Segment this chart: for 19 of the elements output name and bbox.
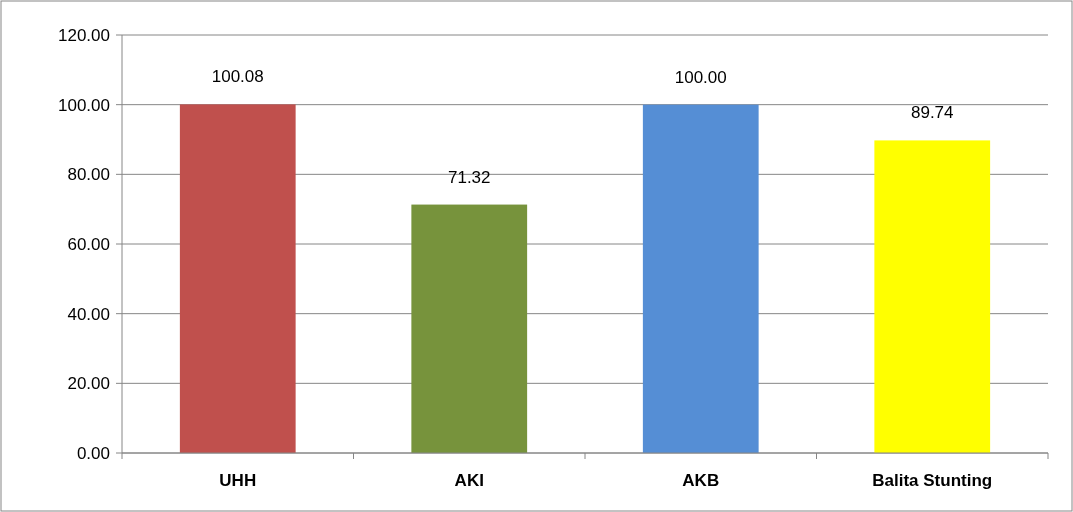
data-label: 100.00 bbox=[674, 67, 727, 87]
bar bbox=[411, 204, 528, 453]
x-tick-label: UHH bbox=[219, 471, 257, 490]
y-tick-label: 20.00 bbox=[67, 374, 110, 394]
data-label: 89.74 bbox=[910, 103, 954, 123]
data-label: 100.08 bbox=[211, 67, 264, 87]
y-tick-label: 80.00 bbox=[67, 165, 110, 185]
x-tick-label: Balita Stunting bbox=[872, 471, 993, 490]
y-tick-label: 100.00 bbox=[58, 95, 110, 115]
y-tick-label: 40.00 bbox=[67, 304, 110, 324]
x-tick-label: AKB bbox=[682, 471, 720, 490]
x-tick-label: AKI bbox=[454, 471, 484, 490]
y-tick-label: 60.00 bbox=[67, 234, 110, 254]
bar bbox=[874, 140, 991, 453]
bar bbox=[179, 104, 296, 453]
data-label: 71.32 bbox=[447, 167, 491, 187]
y-tick-label: 0.00 bbox=[76, 443, 110, 463]
bar bbox=[642, 104, 759, 453]
y-tick-label: 120.00 bbox=[58, 25, 110, 45]
